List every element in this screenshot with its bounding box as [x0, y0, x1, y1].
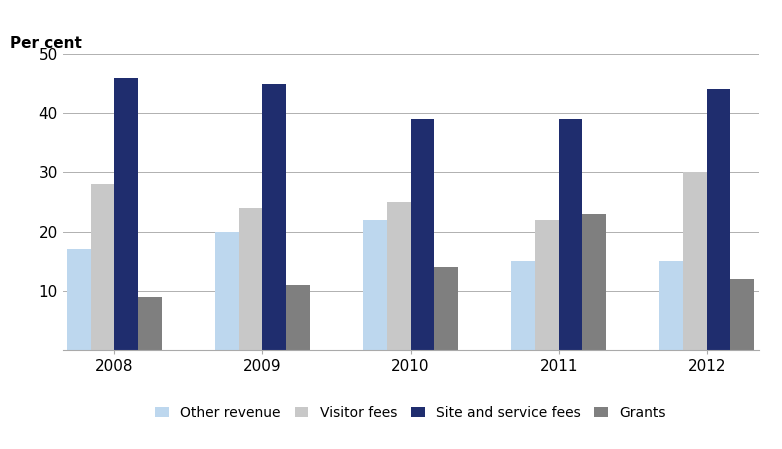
Text: Per cent: Per cent [10, 36, 82, 51]
Legend: Other revenue, Visitor fees, Site and service fees, Grants: Other revenue, Visitor fees, Site and se… [151, 401, 670, 424]
Bar [215, 232, 239, 350]
Bar [387, 202, 411, 350]
Bar [363, 220, 387, 350]
Bar [558, 119, 583, 350]
Bar [239, 208, 263, 350]
Bar [114, 78, 138, 350]
Bar [138, 297, 162, 350]
Bar [730, 279, 754, 350]
Bar [67, 250, 91, 350]
Bar [683, 172, 707, 350]
Bar [263, 84, 286, 350]
Bar [535, 220, 558, 350]
Bar [659, 261, 683, 350]
Bar [286, 285, 310, 350]
Bar [434, 267, 458, 350]
Bar [411, 119, 434, 350]
Bar [707, 89, 730, 350]
Bar [511, 261, 535, 350]
Bar [583, 214, 606, 350]
Bar [91, 184, 114, 350]
